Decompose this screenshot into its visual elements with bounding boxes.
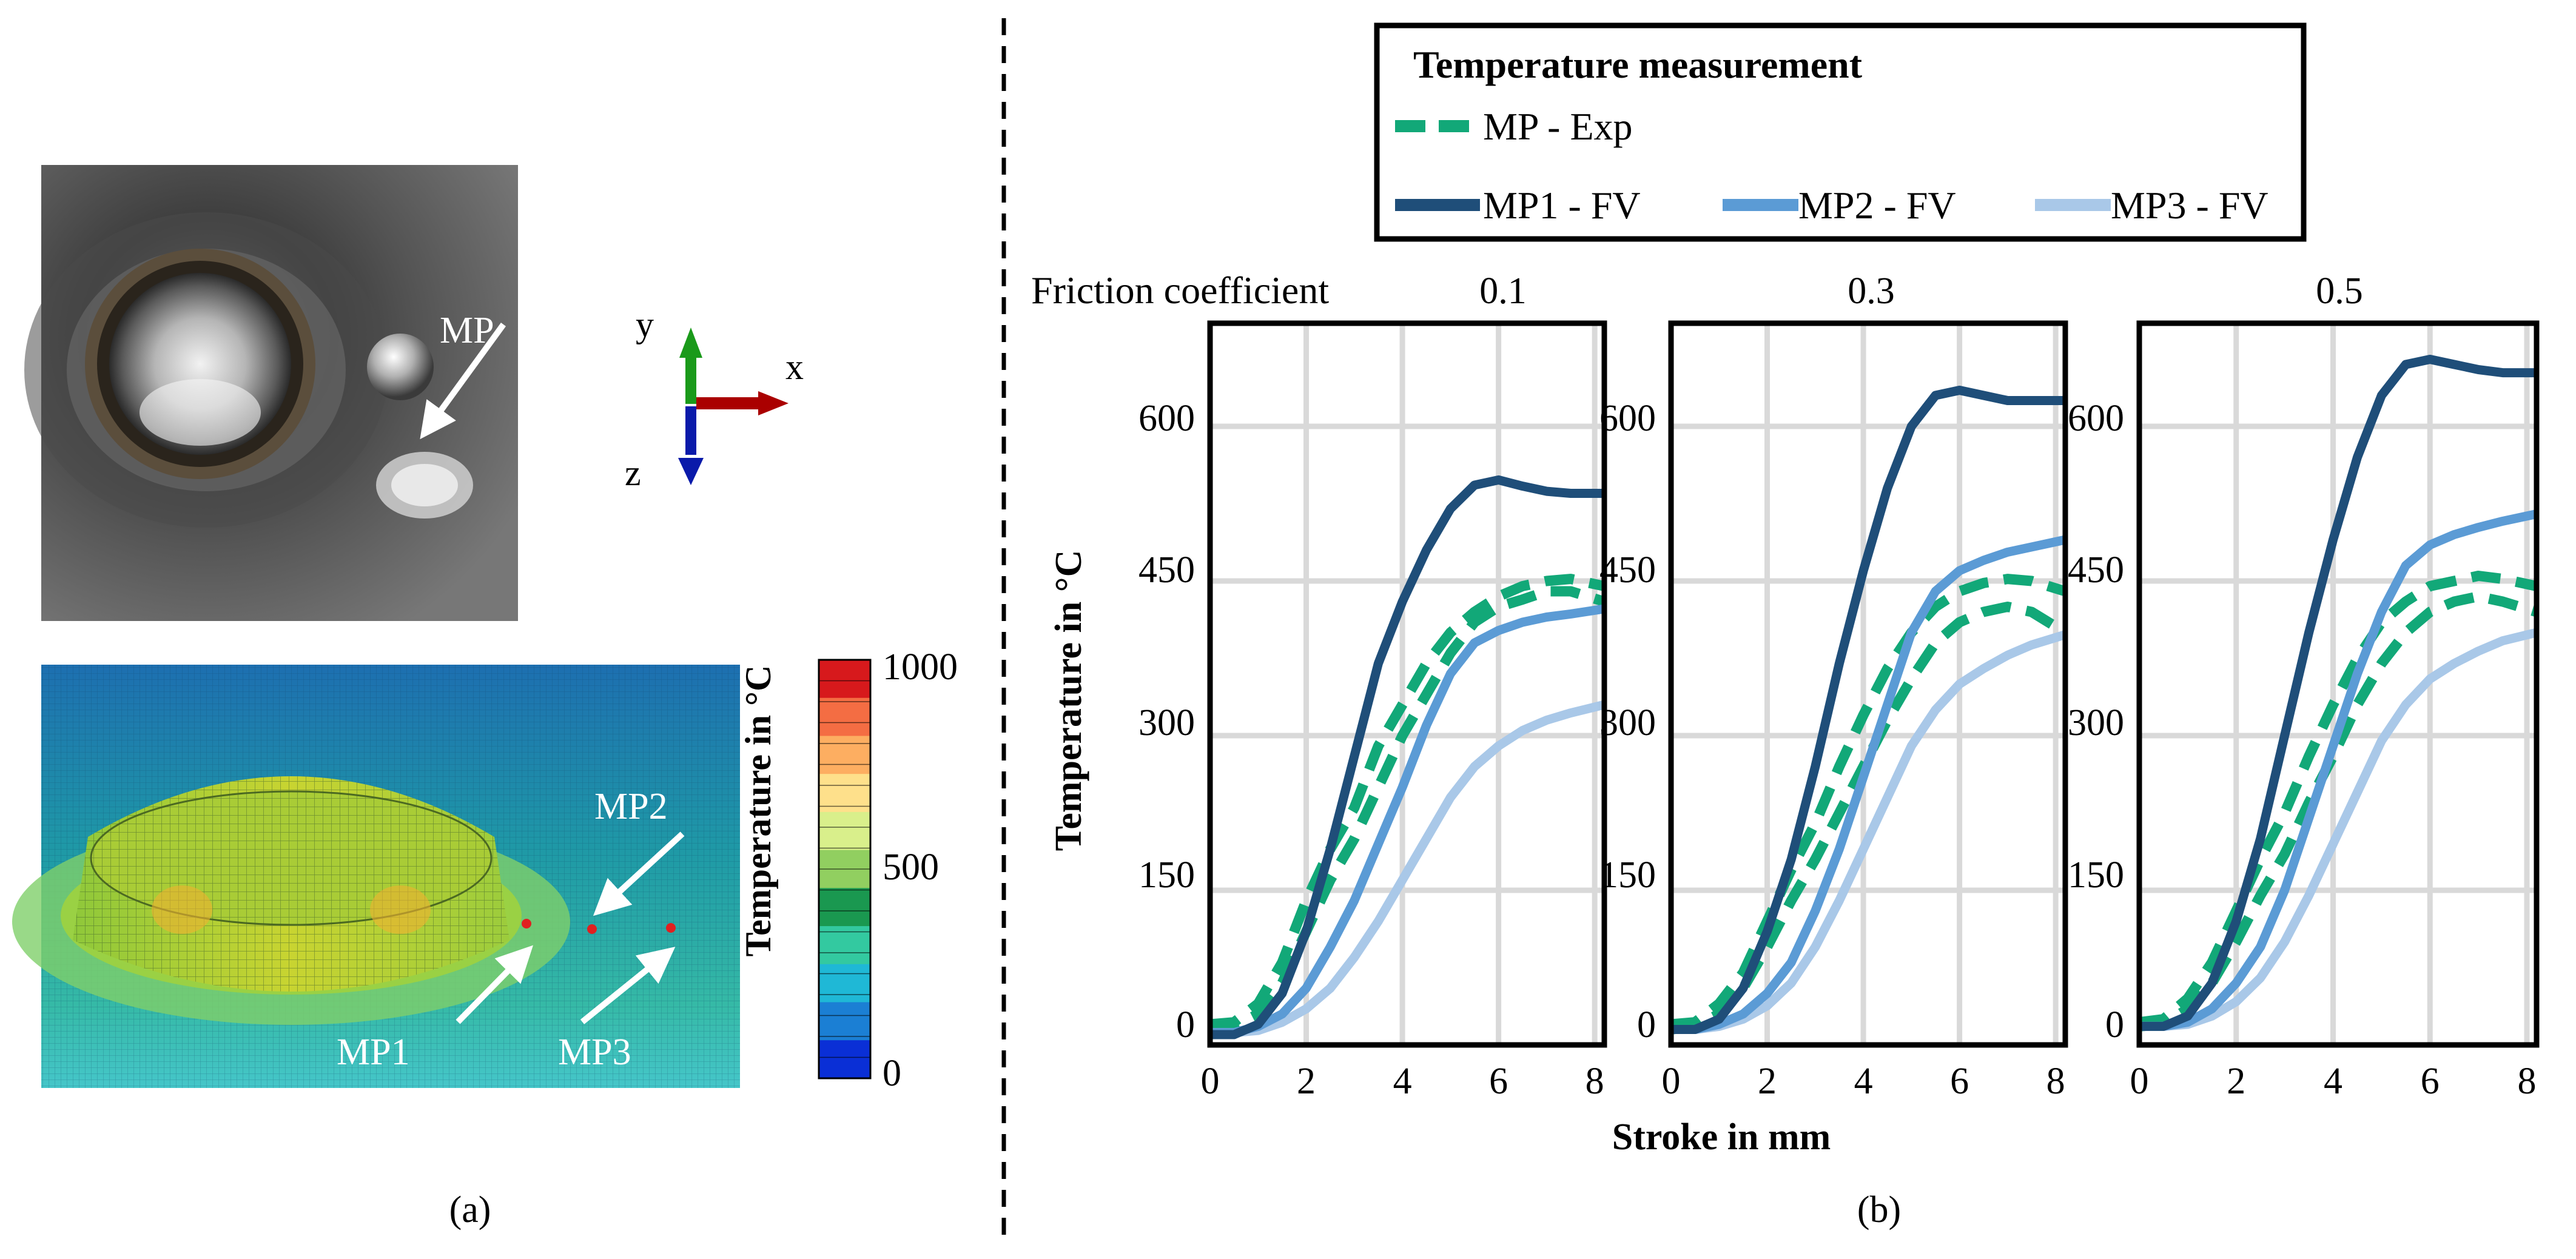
legend-box: Temperature measurement MP - Exp MP1 - F…: [1374, 22, 2307, 242]
x-tick-label: 6: [2421, 1061, 2440, 1102]
sim-mp1-arrow: [456, 945, 534, 1024]
photo-mp-arrow: [420, 323, 506, 440]
x-tick-label: 4: [1854, 1061, 1873, 1102]
plot-frame: [1668, 320, 2068, 1048]
panel-a-label: (a): [449, 1189, 491, 1230]
chart-panel-2: 0 2 4 6 8 0 150 300 450 600 0.3: [1599, 270, 2068, 1102]
series-line-mp1-fv: [1210, 475, 1604, 1039]
coordinate-axes-icon: y x z: [625, 304, 804, 493]
legend-title: Temperature measurement: [1413, 43, 1863, 86]
x-tick-label: 8: [2046, 1061, 2065, 1102]
colorbar-segment: [819, 926, 870, 965]
y-tick-label: 450: [1599, 549, 1656, 591]
series-line-mp3-fv: [2139, 628, 2538, 1031]
sim-mp3-label: MP3: [558, 1032, 631, 1073]
simulation-image: [12, 665, 740, 1088]
friction-coefficient-label: Friction coefficient: [1031, 269, 1329, 312]
x-tick-label: 6: [1950, 1061, 1969, 1102]
sim-mp1-label: MP1: [337, 1032, 410, 1073]
x-tick-label: 4: [1393, 1061, 1412, 1102]
series-line-mp1-fv: [2139, 355, 2537, 1031]
colorbar-tick-min: 0: [883, 1053, 901, 1094]
x-tick-label: 0: [1201, 1061, 1220, 1102]
series-line-mp-exp: [2138, 571, 2538, 1028]
colorbar-title: Temperature in °C: [738, 665, 778, 957]
x-tick-label: 8: [2518, 1061, 2537, 1102]
chart-panel-1: 0 2 4 6 8 0 150 300 450 600 0.1: [1138, 270, 1607, 1102]
series-line-mp-exp: [1209, 574, 1606, 1030]
plot-frame: [1207, 320, 1607, 1048]
series-line-mp3-fv: [1671, 630, 2067, 1034]
colorbar-tick-mid: 500: [883, 847, 939, 888]
series-line-mp3-fv: [1210, 700, 1606, 1038]
y-tick-label: 600: [1599, 398, 1656, 439]
x-tick-label: 0: [2130, 1061, 2149, 1102]
plot-frame: [2136, 320, 2540, 1048]
chart-title: 0.5: [2316, 270, 2363, 312]
photo-mp-label: MP: [440, 310, 494, 351]
series-line-mp-exp: [1209, 586, 1606, 1035]
series-line-mp-exp: [1670, 574, 2067, 1030]
colorbar-segment: [819, 736, 870, 774]
y-tick-label: 0: [1176, 1004, 1195, 1046]
x-tick-label: 2: [2227, 1061, 2245, 1102]
y-tick-label: 150: [1599, 854, 1656, 896]
colorbar-frame: [818, 659, 872, 1079]
colorbar-segment: [819, 964, 870, 1003]
x-tick-label: 2: [1758, 1061, 1777, 1102]
series-line-mp2-fv: [1210, 604, 1606, 1038]
x-axis-title: Stroke in mm: [1612, 1116, 1831, 1158]
colorbar-segment: [819, 660, 870, 699]
sim-mp2-label: MP2: [594, 786, 668, 827]
panel-b-label: (b): [1857, 1189, 1901, 1230]
sim-mp2-arrow: [593, 831, 685, 916]
colorbar-segment: [819, 811, 870, 851]
x-tick-label: 8: [1586, 1061, 1604, 1102]
y-tick-label: 600: [1138, 398, 1195, 439]
chart-title: 0.3: [1848, 270, 1895, 312]
legend-label-mp3: MP3 - FV: [2111, 184, 2268, 227]
colorbar-tick-max: 1000: [883, 646, 958, 688]
x-tick-label: 2: [1297, 1061, 1316, 1102]
legend-label-exp: MP - Exp: [1483, 105, 1633, 148]
x-tick-label: 4: [2324, 1061, 2342, 1102]
y-tick-label: 0: [2105, 1004, 2124, 1046]
y-tick-label: 0: [1637, 1004, 1656, 1046]
series-line-mp-exp: [2139, 591, 2538, 1032]
panel-b: Temperature measurement MP - Exp MP1 - F…: [1031, 22, 2540, 1230]
colorbar-segment: [819, 888, 870, 927]
y-tick-label: 450: [1138, 549, 1195, 591]
y-tick-label: 450: [2068, 549, 2124, 591]
y-tick-label: 300: [1138, 702, 1195, 744]
series-line-mp2-fv: [2139, 509, 2538, 1031]
series-line-mp-exp: [1670, 602, 2068, 1035]
series-line-mp2-fv: [1671, 535, 2067, 1034]
series-line-mp1-fv: [1671, 386, 2065, 1034]
colorbar-segment: [819, 697, 870, 736]
colorbar: [818, 659, 872, 1079]
legend-label-mp1: MP1 - FV: [1483, 184, 1641, 227]
colorbar-segment: [819, 1002, 870, 1041]
y-axis-title: Temperature in °C: [1048, 550, 1089, 851]
legend-label-mp2: MP2 - FV: [1798, 184, 1956, 227]
x-tick-label: 6: [1489, 1061, 1508, 1102]
axis-z-label: z: [625, 453, 641, 493]
photo-specimen: [24, 165, 518, 621]
y-tick-label: 300: [2068, 702, 2124, 744]
chart-panel-3: 0 2 4 6 8 0 150 300 450 600 0.5: [2068, 270, 2540, 1102]
colorbar-segment: [819, 1040, 870, 1079]
x-tick-label: 0: [1662, 1061, 1681, 1102]
sim-mp3-arrow: [580, 947, 676, 1024]
y-tick-label: 150: [1138, 854, 1195, 896]
panel-a: MP y x z: [12, 165, 958, 1230]
axis-y-label: y: [636, 304, 654, 344]
y-tick-label: 600: [2068, 398, 2124, 439]
y-tick-label: 150: [2068, 854, 2124, 896]
axis-x-label: x: [785, 347, 804, 387]
y-tick-label: 300: [1599, 702, 1656, 744]
chart-title: 0.1: [1479, 270, 1527, 312]
